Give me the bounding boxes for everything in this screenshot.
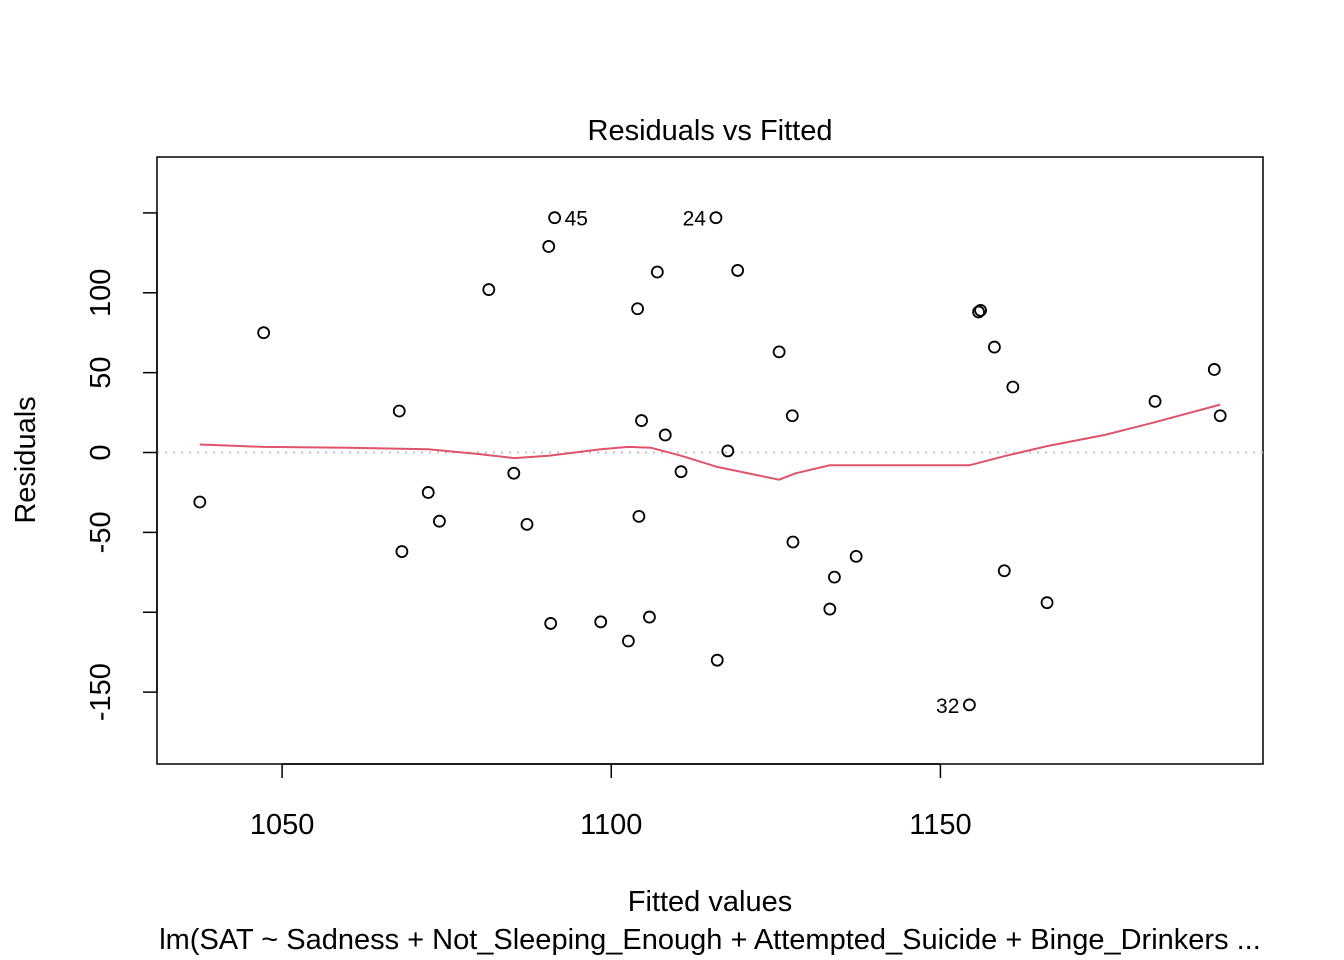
residual-point: [962, 698, 976, 712]
x-tick-label: 1100: [580, 809, 642, 841]
residual-point: [594, 615, 608, 629]
residual-point: [972, 305, 985, 319]
residual-point: [482, 283, 496, 296]
y-tick-label: 100: [85, 269, 117, 317]
residual-point: [520, 517, 534, 531]
residual-point: [621, 634, 635, 648]
residual-point: [731, 264, 745, 277]
residual-point: [772, 345, 786, 359]
residual-point: [507, 466, 521, 480]
residual-point: [193, 495, 207, 509]
residual-point: [544, 617, 558, 630]
plot-frame: [156, 156, 1264, 765]
residual-point: [257, 326, 271, 340]
point-label: 45: [565, 208, 588, 231]
residual-point: [643, 610, 656, 624]
residual-point: [974, 303, 987, 317]
x-axis-label: Fitted values: [628, 886, 792, 918]
y-tick-label: -50: [85, 511, 117, 553]
residual-point: [710, 653, 724, 667]
residual-point: [823, 602, 837, 616]
residual-point: [721, 444, 735, 458]
residual-points: 45 24 32: [193, 208, 1227, 718]
x-tick-label: 1150: [909, 809, 971, 841]
residual-point: [1006, 380, 1020, 394]
residual-point: [988, 340, 1001, 354]
y-tick-label: -150: [85, 663, 117, 721]
residual-point: [548, 211, 562, 225]
residual-point: [650, 265, 664, 279]
y-axis: -150 -50 0 50 100: [85, 212, 158, 721]
model-formula-subtitle: lm(SAT ~ Sadness + Not_Sleeping_Enough +…: [159, 924, 1261, 956]
residual-point: [674, 465, 688, 479]
residual-point: [542, 240, 556, 253]
y-axis-label: Residuals: [10, 396, 42, 523]
residual-point: [1148, 394, 1162, 408]
residual-point: [635, 414, 648, 427]
x-tick-label: 1050: [250, 809, 315, 841]
point-label: 32: [936, 695, 959, 718]
residual-point: [395, 545, 409, 558]
smooth-line: [199, 403, 1221, 481]
residual-point: [1207, 363, 1221, 376]
residual-point: [658, 428, 672, 442]
residual-point: [632, 510, 646, 523]
residual-point: [631, 302, 644, 316]
point-label: 24: [683, 208, 707, 231]
residual-point: [997, 564, 1011, 578]
residual-point: [433, 514, 446, 528]
residual-point: [392, 404, 406, 418]
residual-point: [849, 549, 863, 563]
residual-point: [1213, 409, 1227, 423]
chart-title: Residuals vs Fitted: [588, 115, 833, 147]
residual-point: [828, 570, 841, 584]
x-axis: 1050 1100 1150: [250, 763, 972, 841]
y-tick-label: 0: [85, 444, 117, 460]
residual-point: [786, 535, 800, 549]
residual-point: [709, 211, 723, 225]
y-tick-label: 50: [85, 357, 117, 389]
residual-point: [1040, 596, 1054, 610]
residual-point: [421, 486, 435, 499]
residual-point: [785, 409, 799, 423]
